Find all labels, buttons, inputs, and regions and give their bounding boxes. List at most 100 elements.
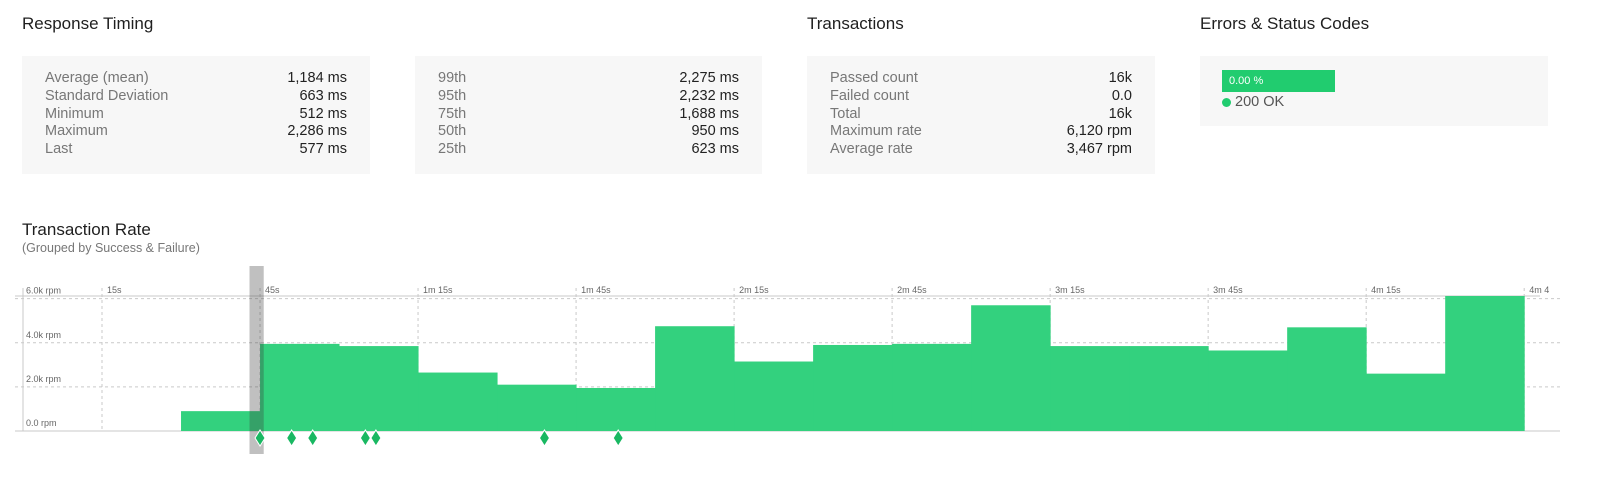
- stat-value: 0.0: [1111, 87, 1132, 104]
- response-timing-stats-panel: Average (mean) 1,184 ms Standard Deviation…: [22, 56, 370, 174]
- stat-label: 75th: [438, 105, 467, 122]
- error-percentage-label: 0.00 %: [1229, 75, 1264, 87]
- stat-row: 99th 2,275 ms: [438, 70, 739, 88]
- stat-label: Failed count: [830, 87, 909, 104]
- rate-bar: [971, 305, 1051, 431]
- event-marker-icon[interactable]: [286, 429, 298, 447]
- rate-bar: [1050, 346, 1130, 431]
- rate-bar: [576, 387, 656, 431]
- rate-bar: [260, 343, 340, 431]
- x-tick-label: 15s: [107, 285, 122, 295]
- rate-bar: [1445, 296, 1525, 431]
- stat-label: 95th: [438, 87, 467, 104]
- stat-row: Maximum rate 6,120 rpm: [830, 123, 1132, 141]
- stat-value: 663 ms: [299, 87, 347, 104]
- x-tick-label: 2m 45s: [897, 285, 927, 295]
- stat-label: Total: [830, 105, 861, 122]
- transactions-title: Transactions: [807, 14, 904, 33]
- rate-bar: [655, 326, 735, 431]
- rate-bar: [1208, 350, 1288, 431]
- stat-label: Average (mean): [45, 70, 149, 86]
- stat-value: 2,232 ms: [679, 87, 739, 104]
- event-marker-icon[interactable]: [307, 429, 319, 447]
- x-tick-label: 45s: [265, 285, 280, 295]
- stat-label: 50th: [438, 123, 467, 140]
- errors-title: Errors & Status Codes: [1200, 14, 1370, 33]
- stat-value: 1,688 ms: [679, 105, 739, 122]
- stat-row: Failed count 0.0: [830, 88, 1132, 106]
- stat-label: Passed count: [830, 70, 918, 86]
- x-tick-label: 4m 15s: [1371, 285, 1401, 295]
- stat-row: Last 577 ms: [45, 141, 347, 159]
- stat-value: 16k: [1108, 70, 1132, 86]
- stat-label: Maximum rate: [830, 123, 922, 140]
- selection-window[interactable]: [249, 266, 264, 454]
- stat-row: Passed count 16k: [830, 70, 1132, 88]
- x-tick-label: 2m 15s: [739, 285, 769, 295]
- stat-value: 6,120 rpm: [1066, 123, 1132, 140]
- stat-value: 2,275 ms: [679, 70, 739, 86]
- event-marker-icon[interactable]: [612, 429, 624, 447]
- status-200-label: 200 OK: [1235, 94, 1285, 110]
- stat-value: 512 ms: [299, 105, 347, 122]
- stat-value: 1,184 ms: [287, 70, 347, 86]
- stat-row: Minimum 512 ms: [45, 106, 347, 124]
- stat-row: Standard Deviation 663 ms: [45, 88, 347, 106]
- rate-bar: [418, 372, 498, 431]
- event-marker-icon[interactable]: [370, 429, 382, 447]
- status-code-legend[interactable]: 200 OK: [1222, 94, 1284, 110]
- rate-bar: [1129, 346, 1209, 431]
- stat-value: 577 ms: [299, 141, 347, 158]
- y-tick-label: 2.0k rpm: [26, 374, 61, 384]
- stat-row: Average rate 3,467 rpm: [830, 141, 1132, 159]
- errors-panel: 0.00 % 200 OK: [1200, 56, 1548, 126]
- rate-bar: [497, 384, 577, 431]
- stat-row: 25th 623 ms: [438, 141, 739, 159]
- stat-row: 95th 2,232 ms: [438, 88, 739, 106]
- stat-row: 50th 950 ms: [438, 123, 739, 141]
- rate-bar: [892, 343, 972, 431]
- response-timing-title: Response Timing: [22, 14, 154, 33]
- x-tick-label: 3m 15s: [1055, 285, 1085, 295]
- event-marker-icon[interactable]: [538, 429, 551, 447]
- y-tick-label: 6.0k rpm: [26, 286, 61, 296]
- event-marker-icon[interactable]: [359, 429, 371, 447]
- transaction-rate-title: Transaction Rate: [22, 220, 151, 239]
- y-tick-label: 4.0k rpm: [26, 330, 61, 340]
- x-tick-label: 3m 45s: [1213, 285, 1243, 295]
- transaction-rate-subtitle: (Grouped by Success & Failure): [22, 241, 200, 255]
- stat-label: 25th: [438, 141, 467, 158]
- stat-row: Maximum 2,286 ms: [45, 123, 347, 141]
- response-timing-percentiles-panel: 99th 2,275 ms 95th 2,232 ms 75th 1,688 ms 50th…: [415, 56, 762, 174]
- stat-label: Last: [45, 141, 73, 158]
- stat-value: 16k: [1108, 105, 1132, 122]
- x-tick-label: 1m 15s: [423, 285, 453, 295]
- stat-row: Total 16k: [830, 106, 1132, 124]
- stat-row: 75th 1,688 ms: [438, 106, 739, 124]
- stat-value: 623 ms: [691, 141, 739, 158]
- stat-label: Average rate: [830, 141, 913, 158]
- transactions-stats-panel: Passed count 16k Failed count 0.0 Total 16k Ma…: [807, 56, 1155, 174]
- stat-value: 2,286 ms: [287, 123, 347, 140]
- stat-value: 950 ms: [691, 123, 739, 140]
- stat-value: 3,467 rpm: [1066, 141, 1132, 158]
- x-tick-label: 1m 45s: [581, 285, 611, 295]
- stat-label: Minimum: [45, 105, 104, 122]
- event-marker-icon[interactable]: [254, 429, 266, 447]
- rate-bar: [181, 411, 261, 431]
- rate-bar: [1366, 373, 1446, 431]
- rate-bar: [813, 344, 893, 431]
- stat-label: Maximum: [45, 123, 108, 140]
- x-tick-label: 4m 4: [1529, 285, 1549, 295]
- status-200-dot-icon: [1222, 97, 1231, 107]
- rate-bar: [734, 361, 814, 431]
- rate-bar: [1287, 327, 1367, 431]
- stat-row: Average (mean) 1,184 ms: [45, 70, 347, 88]
- y-tick-label: 0.0 rpm: [26, 418, 57, 428]
- stat-label: Standard Deviation: [45, 87, 169, 104]
- rate-bar: [339, 346, 419, 431]
- stat-label: 99th: [438, 70, 467, 86]
- error-percentage-bar: 0.00 %: [1222, 70, 1335, 92]
